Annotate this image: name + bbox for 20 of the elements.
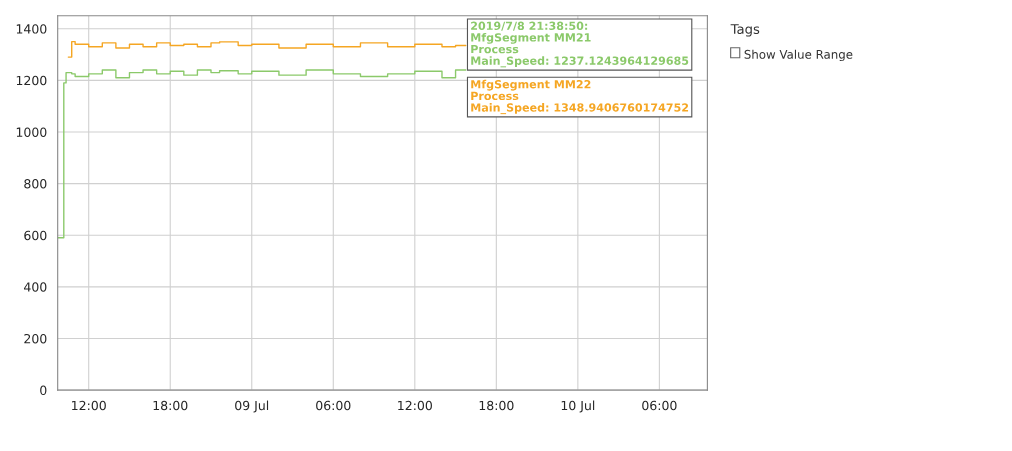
x-tick-label: 18:00	[153, 400, 188, 411]
y-tick-label: 400	[24, 282, 47, 292]
y-tick-label: 1200	[16, 75, 47, 86]
y-tick-label: 1400	[16, 24, 47, 34]
x-tick-label: 09 Jul	[235, 400, 269, 413]
y-tick-label: 0	[40, 385, 47, 396]
y-tick-label: 1000	[16, 127, 47, 137]
x-tick-label: 06:00	[642, 400, 677, 411]
x-tick-label: 06:00	[316, 400, 351, 411]
text: Show Value Range	[744, 49, 853, 62]
annotation: MfgSegment MM22 Process Main_Speed: 1348.9406760174752	[471, 79, 689, 115]
annotation: 2019/7/8 21:38:50: MfgSegment MM21 Process Main_Speed: 1237.1243964129685	[471, 21, 689, 68]
x-tick-label: 12:00	[72, 400, 106, 411]
x-tick-label: 12:00	[398, 400, 432, 411]
y-tick-label: 800	[24, 179, 47, 189]
text: Tags	[730, 24, 760, 37]
x-tick-label: 10 Jul	[561, 400, 595, 413]
y-tick-label: 200	[24, 333, 47, 344]
y-tick-label: 600	[24, 230, 47, 241]
x-tick-label: 18:00	[479, 400, 514, 411]
